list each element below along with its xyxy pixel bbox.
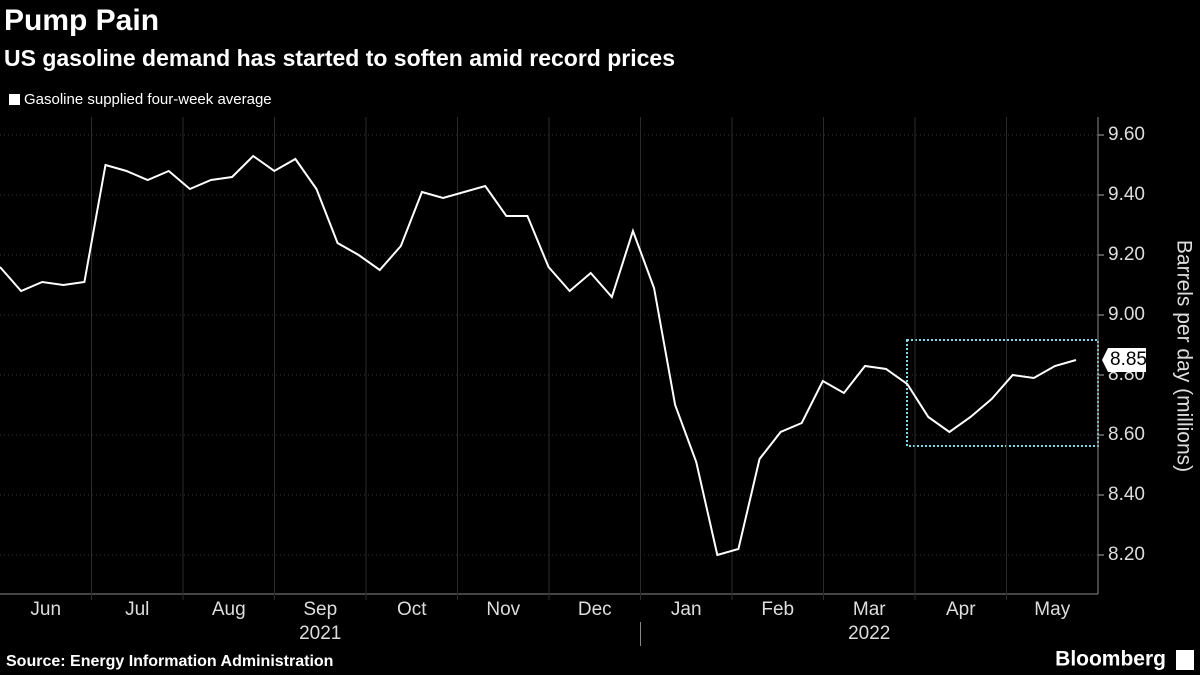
x-tick-label: Apr (946, 599, 976, 620)
x-tick-label: Sep (303, 599, 337, 620)
x-group-label: 2022 (848, 623, 890, 644)
line (0, 154, 1077, 557)
x-group-label: 2021 (299, 623, 341, 644)
x-tick-label: Jun (30, 599, 61, 620)
x-tick-label: Feb (761, 599, 794, 620)
y-axis-title: Barrels per day (millions) (1172, 240, 1195, 472)
x-tick-label: Aug (212, 599, 246, 620)
legend-label: Gasoline supplied four-week average (24, 91, 272, 108)
x-tick-label: Oct (397, 599, 427, 620)
legend-swatch (9, 94, 20, 105)
y-tick-label: 9.60 (1108, 124, 1145, 145)
x-tick-label: May (1034, 599, 1070, 620)
chart-title: Pump Pain (4, 4, 159, 37)
x-tick-label: Dec (578, 599, 612, 620)
x-tick-label: Jan (671, 599, 702, 620)
last-value-label: 8.85 (1110, 349, 1147, 370)
chart-subtitle: US gasoline demand has started to soften… (4, 45, 675, 71)
brand-icon (1176, 650, 1194, 670)
y-tick-label: 8.40 (1108, 484, 1145, 505)
x-tick-label: Mar (853, 599, 886, 620)
highlight-box (906, 339, 1099, 447)
last-value-box (1102, 348, 1146, 372)
x-tick-label: Jul (125, 599, 149, 620)
x-tick-label: Nov (486, 599, 520, 620)
y-tick-label: 9.40 (1108, 184, 1145, 205)
y-tick-label: 9.20 (1108, 244, 1145, 265)
y-tick-label: 9.00 (1108, 304, 1145, 325)
brand: Bloomberg (1055, 648, 1166, 671)
source: Source: Energy Information Administratio… (6, 653, 333, 670)
y-tick-label: 8.20 (1108, 544, 1145, 565)
y-tick-label: 8.60 (1108, 424, 1145, 445)
